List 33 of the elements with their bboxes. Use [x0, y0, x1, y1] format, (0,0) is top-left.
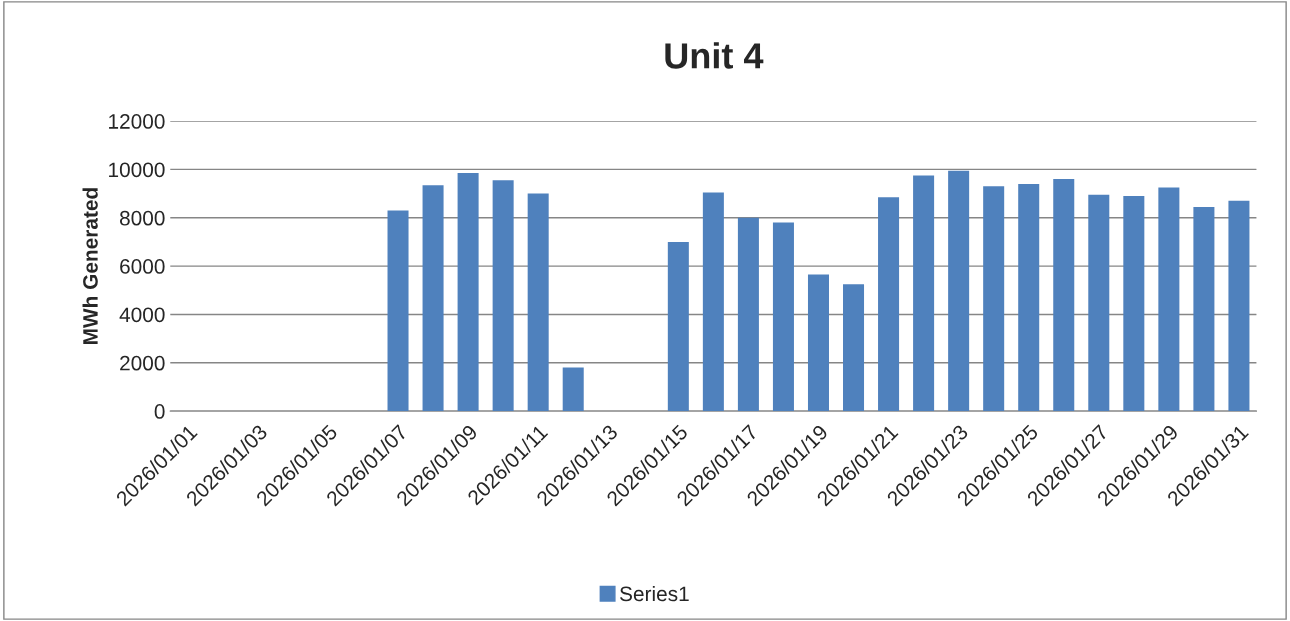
bar	[983, 186, 1005, 412]
bar	[1228, 200, 1250, 412]
y-tick-label: 12000	[109, 114, 165, 129]
bar	[702, 192, 724, 412]
bar	[527, 193, 549, 412]
chart-title: Unit 4	[665, 42, 764, 69]
y-tick-label: 4000	[119, 307, 165, 323]
y-tick-label: 10000	[109, 162, 165, 178]
bar	[457, 173, 479, 412]
y-tick-label: 0	[154, 404, 165, 419]
bar	[878, 197, 900, 412]
bar	[807, 274, 829, 412]
y-tick-label: 8000	[119, 210, 165, 226]
bar	[843, 284, 865, 412]
y-tick-label: 6000	[120, 259, 165, 274]
bar	[737, 217, 759, 412]
bar	[772, 222, 794, 412]
bar	[1158, 187, 1180, 412]
bar	[667, 241, 689, 412]
bar	[492, 180, 514, 412]
y-tick-label: 2000	[120, 355, 165, 371]
bar	[562, 367, 584, 412]
bar	[948, 170, 970, 412]
legend-label: Series1	[620, 585, 689, 602]
bar	[1088, 194, 1110, 412]
bar	[913, 175, 935, 412]
bar	[1053, 179, 1075, 412]
y-axis-title: MWh Generated	[82, 188, 98, 344]
bar	[1018, 183, 1040, 412]
bar	[422, 185, 444, 412]
bar	[387, 210, 409, 412]
bar	[1123, 196, 1145, 412]
bar	[1193, 206, 1215, 412]
